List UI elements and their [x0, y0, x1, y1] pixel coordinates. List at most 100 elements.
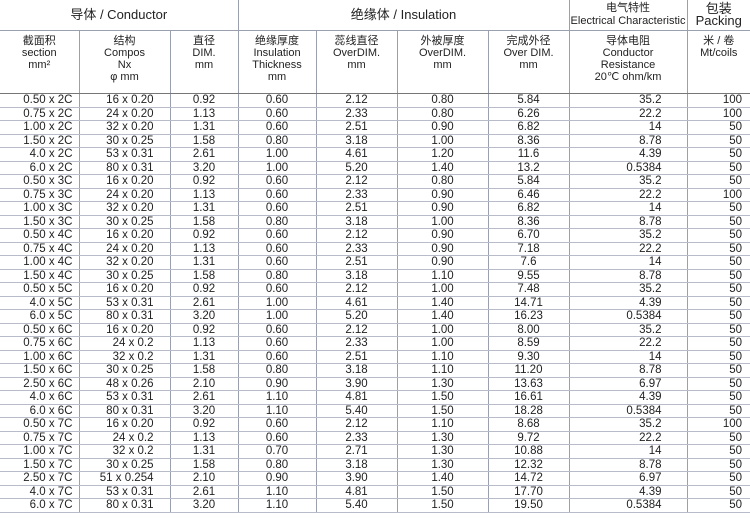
cell-overall-dim: 8.36 [488, 215, 570, 229]
col-header-resistance: 导体电阻 Conductor Resistance 20℃ ohm/km [569, 30, 688, 94]
cell-overall-dim: 12.32 [488, 458, 570, 472]
col-header-conductor-dim: 直径 DIM. mm [170, 30, 239, 94]
cell-packing: 50 [687, 147, 750, 162]
cell-conductor-dim: 1.13 [170, 431, 239, 445]
cell-core-overdim: 3.18 [316, 134, 398, 148]
cell-conductor-dim: 1.31 [170, 444, 239, 459]
table-body: 0.50 x 2C 16 x 0.20 0.92 0.60 2.12 0.80 5.84 35… [0, 93, 750, 513]
cell-compos: 80 x 0.31 [79, 309, 171, 324]
cell-resistance: 14 [569, 255, 688, 270]
cell-core-overdim: 5.20 [316, 309, 398, 324]
cell-overall-dim: 5.84 [488, 174, 570, 189]
cell-sheath-thickness: 1.50 [397, 498, 489, 513]
cell-conductor-dim: 2.10 [170, 471, 239, 486]
cell-overall-dim: 8.59 [488, 336, 570, 351]
cell-resistance: 22.2 [569, 188, 688, 202]
cell-conductor-dim: 2.61 [170, 390, 239, 405]
cell-resistance: 4.39 [569, 147, 688, 162]
cable-spec-table: 导体 / Conductor 绝缘体 / Insulation 电气特性 Elec… [0, 0, 750, 513]
cell-section: 1.50 x 6C [0, 363, 80, 378]
cell-resistance: 22.2 [569, 431, 688, 445]
table-row: 2.50 x 7C 51 x 0.254 2.10 0.90 3.90 1.40 14.72… [0, 471, 750, 486]
cell-section: 6.0 x 7C [0, 498, 80, 513]
cell-compos: 30 x 0.25 [79, 458, 171, 472]
cell-sheath-thickness: 1.00 [397, 282, 489, 297]
cell-sheath-thickness: 1.20 [397, 147, 489, 162]
cell-compos: 53 x 0.31 [79, 296, 171, 310]
cell-section: 6.0 x 5C [0, 309, 80, 324]
column-header-row: 截面积 section mm² 结构 Compos Nx φ mm 直径 DIM. mm 绝缘… [0, 30, 750, 94]
cell-compos: 51 x 0.254 [79, 471, 171, 486]
cell-section: 0.50 x 6C [0, 323, 80, 337]
cell-overall-dim: 14.71 [488, 296, 570, 310]
cell-insulation-thickness: 0.60 [238, 201, 317, 216]
cell-core-overdim: 3.90 [316, 377, 398, 391]
table-row: 1.50 x 6C 30 x 0.25 1.58 0.80 3.18 1.10 11.20 8… [0, 363, 750, 378]
cell-section: 4.0 x 5C [0, 296, 80, 310]
cell-packing: 50 [687, 350, 750, 364]
cell-insulation-thickness: 0.60 [238, 93, 317, 108]
cell-resistance: 35.2 [569, 417, 688, 432]
cell-insulation-thickness: 0.60 [238, 120, 317, 135]
cell-sheath-thickness: 0.80 [397, 93, 489, 108]
cell-resistance: 35.2 [569, 282, 688, 297]
cell-packing: 50 [687, 174, 750, 189]
cell-sheath-thickness: 1.00 [397, 323, 489, 337]
cell-overall-dim: 16.23 [488, 309, 570, 324]
cell-overall-dim: 8.00 [488, 323, 570, 337]
cell-sheath-thickness: 1.00 [397, 134, 489, 148]
cell-core-overdim: 2.51 [316, 120, 398, 135]
cell-resistance: 35.2 [569, 174, 688, 189]
cell-core-overdim: 2.12 [316, 228, 398, 243]
table-row: 0.50 x 7C 16 x 0.20 0.92 0.60 2.12 1.10 8.68 35… [0, 417, 750, 432]
cell-insulation-thickness: 1.10 [238, 498, 317, 513]
table-row: 0.50 x 4C 16 x 0.20 0.92 0.60 2.12 0.90 6.70 35… [0, 228, 750, 243]
cell-sheath-thickness: 1.40 [397, 296, 489, 310]
cell-conductor-dim: 1.58 [170, 363, 239, 378]
col-header-sheath-thickness: 外被厚度 OverDIM. mm [397, 30, 489, 94]
cell-packing: 100 [687, 107, 750, 121]
cell-sheath-thickness: 0.90 [397, 120, 489, 135]
cell-resistance: 14 [569, 444, 688, 459]
cell-conductor-dim: 1.58 [170, 215, 239, 229]
cell-compos: 32 x 0.20 [79, 255, 171, 270]
cell-conductor-dim: 2.10 [170, 377, 239, 391]
cell-sheath-thickness: 1.10 [397, 350, 489, 364]
group-header-packing: 包装 Packing [687, 0, 750, 31]
cell-compos: 16 x 0.20 [79, 174, 171, 189]
cell-packing: 50 [687, 323, 750, 337]
cell-sheath-thickness: 1.00 [397, 336, 489, 351]
col-header-core-overdim: 蕊线直径 OverDIM. mm [316, 30, 398, 94]
cell-packing: 50 [687, 390, 750, 405]
cell-overall-dim: 9.72 [488, 431, 570, 445]
cell-packing: 50 [687, 255, 750, 270]
cell-core-overdim: 3.18 [316, 215, 398, 229]
cell-conductor-dim: 1.31 [170, 120, 239, 135]
cell-overall-dim: 6.82 [488, 201, 570, 216]
cell-resistance: 4.39 [569, 390, 688, 405]
cell-conductor-dim: 1.58 [170, 134, 239, 148]
cell-resistance: 22.2 [569, 242, 688, 256]
cell-section: 1.50 x 7C [0, 458, 80, 472]
cell-insulation-thickness: 0.80 [238, 134, 317, 148]
cell-compos: 24 x 0.2 [79, 431, 171, 445]
table-row: 4.0 x 6C 53 x 0.31 2.61 1.10 4.81 1.50 16.61 4.… [0, 390, 750, 405]
cell-compos: 24 x 0.20 [79, 242, 171, 256]
cell-compos: 53 x 0.31 [79, 147, 171, 162]
cell-overall-dim: 14.72 [488, 471, 570, 486]
cell-overall-dim: 9.55 [488, 269, 570, 283]
cell-resistance: 0.5384 [569, 309, 688, 324]
cell-overall-dim: 5.84 [488, 93, 570, 108]
cell-packing: 50 [687, 296, 750, 310]
cell-insulation-thickness: 0.60 [238, 255, 317, 270]
table-row: 6.0 x 6C 80 x 0.31 3.20 1.10 5.40 1.50 18.28 0.… [0, 404, 750, 418]
table-row: 4.0 x 7C 53 x 0.31 2.61 1.10 4.81 1.50 17.70 4.… [0, 485, 750, 499]
cell-sheath-thickness: 1.40 [397, 309, 489, 324]
cell-section: 1.50 x 4C [0, 269, 80, 283]
cell-packing: 50 [687, 404, 750, 418]
cell-section: 1.50 x 2C [0, 134, 80, 148]
cell-section: 0.75 x 4C [0, 242, 80, 256]
cell-overall-dim: 6.82 [488, 120, 570, 135]
cell-overall-dim: 6.70 [488, 228, 570, 243]
cell-core-overdim: 5.40 [316, 404, 398, 418]
